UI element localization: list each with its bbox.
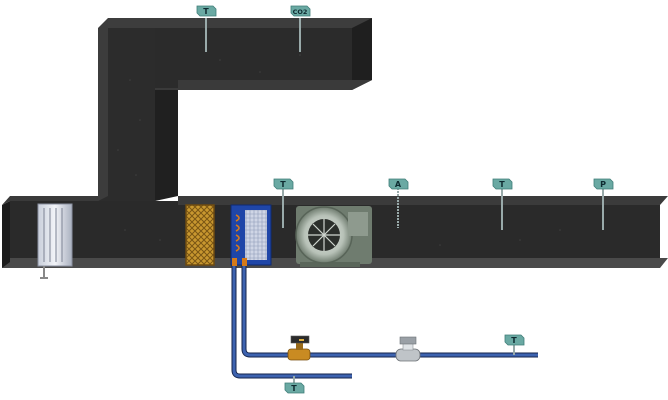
louver-damper-icon[interactable]	[37, 203, 73, 279]
svg-text:A: A	[395, 180, 402, 189]
sensor-supply-top-temp[interactable]: T	[196, 5, 217, 52]
sensor-supply-top-co2[interactable]: CO2	[290, 5, 311, 52]
control-valve-icon[interactable]	[287, 335, 311, 361]
sensor-water-supply-temp[interactable]: T	[284, 376, 305, 394]
heating-coil-icon[interactable]	[230, 204, 272, 266]
svg-text:T: T	[291, 384, 297, 393]
flow-meter-icon[interactable]	[395, 336, 421, 362]
sensor-mixing-temp[interactable]: T	[273, 178, 294, 228]
top-duct	[108, 28, 352, 90]
duct-texture	[117, 54, 561, 246]
sensor-water-return-temp[interactable]: T	[504, 334, 525, 355]
centrifugal-fan-icon[interactable]	[295, 206, 372, 267]
svg-text:T: T	[203, 7, 209, 16]
riser-duct	[98, 28, 155, 201]
svg-text:T: T	[511, 336, 517, 345]
hot-water-piping	[231, 258, 538, 379]
svg-text:CO2: CO2	[293, 8, 308, 16]
duct-system	[2, 18, 668, 268]
main-duct-top-face	[2, 196, 98, 205]
svg-text:T: T	[499, 180, 505, 189]
filter-icon[interactable]	[185, 204, 215, 266]
svg-text:P: P	[600, 180, 606, 189]
svg-text:T: T	[280, 180, 286, 189]
sensor-static-pressure[interactable]: P	[593, 178, 614, 230]
sensor-discharge-temp[interactable]: T	[492, 178, 513, 230]
sensor-airflow[interactable]: A	[388, 178, 409, 228]
